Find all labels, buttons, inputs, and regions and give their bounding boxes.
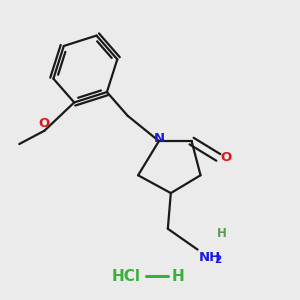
Text: NH: NH (199, 251, 221, 264)
Text: 2: 2 (214, 255, 221, 265)
Text: O: O (220, 151, 231, 164)
Text: O: O (39, 117, 50, 130)
Text: H: H (217, 227, 227, 240)
Text: N: N (153, 132, 164, 145)
Text: HCl: HCl (112, 269, 141, 284)
Text: H: H (172, 269, 184, 284)
